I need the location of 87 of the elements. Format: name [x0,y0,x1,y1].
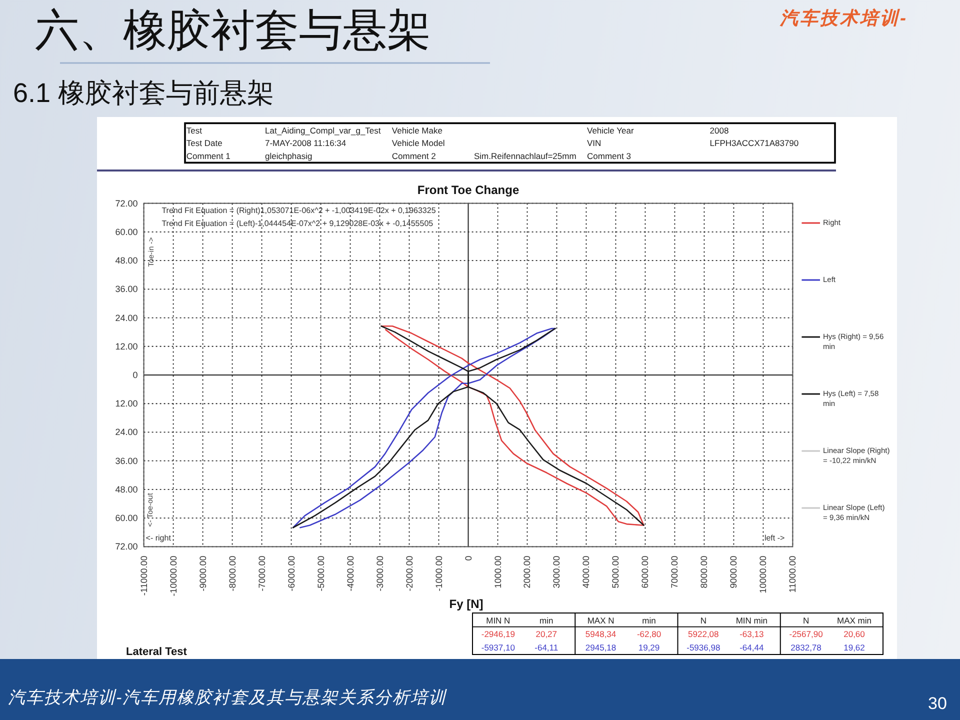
x-tick-label: 7000.00 [670,556,680,588]
y-tick-label: 0 [132,370,138,380]
text: -64,11 [534,642,558,652]
text: 19,29 [638,642,660,652]
x-tick-label: 2000.00 [522,556,532,588]
annotation: Trend Fit Equation = (Right)1,053071E-06x^2 + -1,003419E-02x + 0,1963325 [162,206,436,216]
annotation: <- right [146,534,172,542]
x-tick-label: 6000.00 [640,556,650,588]
x-tick-label: 0 [463,556,474,561]
x-tick-label: 5000.00 [610,556,621,588]
x-tick-label: -4000.00 [345,556,356,592]
text: -5937,10 [481,642,516,652]
text: 汽车技术培训- [780,8,908,29]
text: 7-MAY-2008 11:16:34 [265,138,346,148]
text: Comment 3 [587,151,632,161]
text: 5922,08 [688,629,720,640]
text: Sim.Reifennachlauf=25mm [474,151,576,161]
y-tick-label: 60.00 [115,513,138,524]
text: 20,27 [536,629,558,640]
text: Lat_Aiding_Compl_var_g_Test [265,125,382,136]
text: 20,60 [844,629,866,640]
x-tick-label: -5000.00 [316,556,326,592]
x-tick-label: -3000.00 [374,556,385,592]
y-tick-label: 48.00 [115,484,138,494]
x-axis-title: Fy [N] [449,597,484,611]
text: 30 [928,694,947,714]
y-tick-label: 36.00 [115,284,138,294]
x-tick-label: 11000.00 [788,556,798,593]
text: 2008 [710,125,729,136]
text: 2832,78 [790,642,822,652]
text: MIN min [736,615,768,626]
x-tick-label: -9000.00 [198,556,208,592]
y-tick-label: 48.00 [115,256,138,266]
text: N [802,615,810,626]
text: MAX N [587,615,614,626]
text: 2945,18 [585,642,616,652]
x-tick-label: 1000.00 [492,556,503,588]
x-tick-label: -11000.00 [138,556,149,596]
text: -5936,98 [686,642,720,652]
text: -2567,90 [789,629,824,640]
x-tick-label: -10000.00 [168,556,178,596]
x-tick-label: -1000.00 [434,556,444,592]
y-tick-label: 36.00 [115,456,138,466]
text: min [540,615,554,626]
text: Comment 2 [392,151,436,161]
x-tick-label: -7000.00 [256,556,267,592]
x-tick-label: 4000.00 [581,556,592,588]
text: LFPH3ACCX71A83790 [710,138,799,148]
y-tick-label: 72.00 [115,542,138,552]
x-tick-label: 9000.00 [728,556,739,588]
text: 汽车技术培训-汽车用橡胶衬套及其与悬架关系分析培训 [8,688,447,708]
text: 六、橡胶衬套与悬架 [35,6,431,57]
text: -2946,19 [481,629,516,640]
text: -64,44 [740,642,764,652]
text: Comment 1 [186,151,231,161]
annotation: left -> [764,534,786,542]
x-tick-label: 3000.00 [552,556,562,588]
text: Vehicle Year [587,125,634,136]
text: MIN N [486,615,510,626]
x-tick-label: -2000.00 [404,556,414,592]
y-tick-label: 60.00 [115,226,138,237]
text: -62,80 [636,629,662,640]
text: Lateral Test [126,646,188,658]
x-tick-label: -6000.00 [286,556,296,592]
text: min [642,615,656,626]
text: VIN [587,138,602,148]
text: 6.1 橡胶衬套与前悬架 [13,78,274,110]
y-tick-label: 72.00 [115,198,138,208]
annotation: Trend Fit Equation = (Left)-1,044454E-07x^2 + 9,129028E-03x + -0,1455505 [162,218,434,228]
text: MAX min [837,615,872,626]
text: gleichphasig [265,151,313,161]
x-tick-label: -8000.00 [227,556,238,592]
y-tick-label: 12.00 [115,398,138,409]
y-tick-label: 24.00 [115,312,138,323]
text: 5948,34 [585,629,616,640]
text: 19,62 [844,642,866,652]
text: -63,13 [740,629,764,640]
y-tick-label: 24.00 [115,427,138,438]
x-tick-label: 8000.00 [699,556,710,588]
text: Vehicle Model [392,138,445,148]
chart-title: Front Toe Change [417,183,520,197]
y-tick-label: 12.00 [115,341,138,352]
text: Vehicle Make [392,125,443,136]
text: Test [186,125,203,136]
text: N [700,615,706,626]
x-tick-label: 10000.00 [758,556,768,594]
text: Test Date [186,138,223,148]
